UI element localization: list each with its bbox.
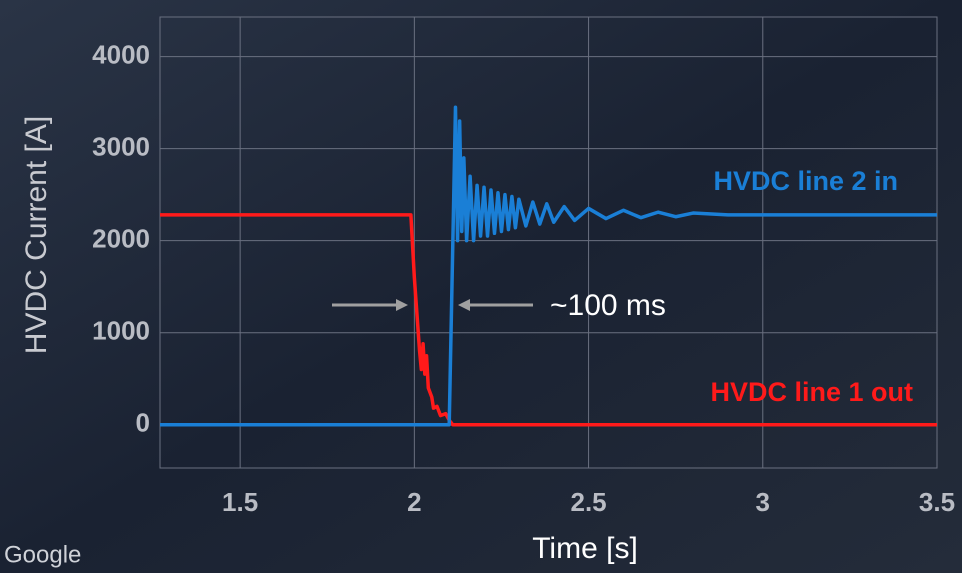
y-tick-label: 1000 (92, 316, 150, 346)
x-tick-label: 1.5 (222, 487, 258, 517)
series-label: HVDC line 1 out (710, 377, 913, 407)
data-line (160, 213, 937, 427)
watermark: Google (4, 541, 81, 568)
y-tick-label: 0 (136, 408, 150, 438)
arrow-head (458, 299, 470, 311)
x-tick-label: 2.5 (570, 487, 606, 517)
x-axis-label: Time [s] (532, 532, 638, 565)
x-tick-label: 3.5 (919, 487, 955, 517)
series-label: HVDC line 2 in (713, 166, 898, 196)
annotation: ~100 ms (550, 289, 666, 322)
y-tick-label: 3000 (92, 131, 150, 161)
plot-area: 0 1000 2000 3000 4000 1.5 2 2.5 3 3.5 (92, 16, 955, 517)
x-tick-label: 3 (756, 487, 770, 517)
y-tick-label: 4000 (92, 39, 150, 69)
arrow-head (396, 299, 408, 311)
x-tick-label: 2 (407, 487, 421, 517)
y-axis-label: HVDC Current [A] (20, 116, 53, 354)
data-line (160, 105, 937, 427)
y-tick-label: 2000 (92, 224, 150, 254)
